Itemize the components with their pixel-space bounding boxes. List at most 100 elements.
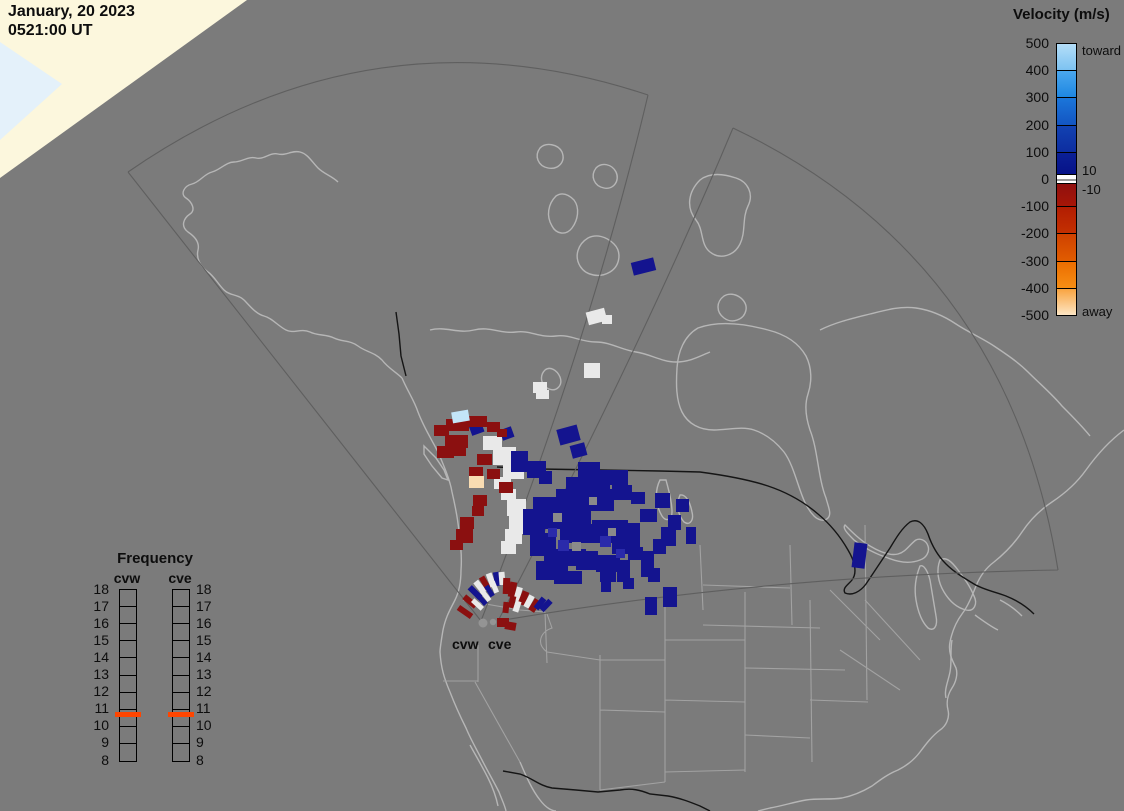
near-range-cell-r (507, 581, 518, 598)
near-range-cell-n (475, 592, 488, 607)
velocity-colorbar-segment (1056, 43, 1077, 72)
velocity-cell-g (553, 513, 562, 522)
frequency-scale-column-cvw (119, 589, 137, 762)
coastline-arctic-mainland (429, 328, 711, 363)
radar-near-range-streaks (456, 571, 553, 631)
projection-corner-cream (0, 0, 247, 178)
projection-corner-paleblue (0, 42, 62, 140)
frequency-scale-tick (173, 606, 189, 608)
velocity-colorbar-segment (1056, 97, 1077, 126)
velocity-cell-w (505, 529, 522, 544)
frequency-scale-tick (173, 623, 189, 625)
velocity-cell-n (556, 424, 581, 446)
arctic-island-baffin (689, 173, 752, 257)
velocity-zero-band (1056, 174, 1077, 184)
near-range-cell-n (533, 596, 547, 611)
frequency-tick-label-right: 13 (196, 666, 212, 682)
velocity-cell-n (668, 515, 681, 530)
frequency-tick-label-left: 16 (93, 614, 109, 631)
lake-erie-ontario (974, 599, 1023, 631)
velocity-colorbar-segment (1056, 287, 1077, 316)
state-borders (443, 524, 921, 791)
frequency-scale-tick (173, 640, 189, 642)
near-range-cell-w (512, 600, 522, 613)
velocity-cell-n (539, 471, 552, 484)
country-borders (395, 311, 1035, 811)
frequency-scale-tick (173, 708, 189, 710)
frequency-scale-tick (120, 657, 136, 659)
velocity-cell-w (536, 390, 549, 399)
arctic-island-small-2 (592, 163, 618, 189)
velocity-cell-n (676, 499, 689, 512)
velocity-cell-p (469, 476, 484, 488)
near-range-cell-w (479, 588, 492, 603)
velocity-cell-n (623, 578, 634, 589)
velocity-cell-w (493, 447, 516, 465)
radar-site-labels: cvw cve (452, 636, 512, 652)
toward-label: toward (1082, 43, 1122, 58)
timestamp: January, 20 2023 0521:00 UT (8, 2, 135, 40)
velocity-cell-r (499, 482, 513, 493)
frequency-tick-label-left: 17 (93, 597, 109, 614)
chesapeake-bay (944, 639, 953, 699)
velocity-tick-label: -400 (1020, 279, 1049, 296)
velocity-colorbar-segment (1056, 70, 1077, 99)
frequency-tick-label-right: 14 (196, 648, 212, 665)
velocity-cell-n (523, 509, 545, 535)
frequency-tick-label-right: 17 (196, 597, 212, 614)
velocity-cell-n (622, 523, 640, 538)
frequency-scale-tick (120, 725, 136, 727)
frequency-tick-label-right: 12 (196, 683, 212, 700)
velocity-cell-n (554, 571, 582, 584)
velocity-cell-r (460, 517, 474, 529)
velocity-cell-r (453, 447, 466, 456)
velocity-cell-r (445, 435, 468, 448)
velocity-tick-label: 400 (1025, 62, 1049, 79)
frequency-scale-tick (120, 606, 136, 608)
near-range-cell-r (507, 595, 517, 609)
coastline-hudson-bay (675, 322, 831, 521)
velocity-cell-n (661, 527, 676, 546)
velocity-cell-r (497, 429, 507, 437)
velocity-tick-label: 100 (1025, 143, 1049, 160)
velocity-cell-n (648, 568, 660, 582)
frequency-tick-label-left: 9 (101, 734, 109, 751)
frequency-column-label-cvw: cvw (113, 570, 141, 586)
velocity-zero-line (1057, 179, 1076, 181)
velocity-cell-n (640, 509, 657, 522)
frequency-legend-title: Frequency (117, 550, 193, 567)
velocity-colorbar-segment (1056, 260, 1077, 289)
border-us-mexico (502, 770, 711, 811)
frequency-marker-cvw (115, 711, 141, 717)
frequency-tick-label-right: 11 (196, 700, 211, 717)
velocity-cell-n (601, 582, 611, 592)
frequency-tick-label-right: 10 (196, 717, 212, 734)
frequency-tick-label-left: 12 (93, 683, 109, 700)
frequency-scale-tick (120, 674, 136, 676)
frequency-scale-tick (173, 657, 189, 659)
lake-michigan (914, 565, 938, 630)
radar-label-cvw: cvw (452, 636, 479, 652)
fov-cve (497, 127, 1059, 622)
velocity-cell-r (466, 416, 487, 427)
frequency-tick-label-left: 14 (93, 648, 109, 665)
velocity-cell-g (572, 542, 581, 551)
velocity-cell-r (487, 469, 500, 479)
velocity-cell-n (617, 560, 630, 582)
away-label: away (1082, 304, 1113, 319)
near-range-cell-r (497, 618, 509, 627)
velocity-cell-b (600, 536, 611, 547)
lake-huron (937, 558, 977, 611)
velocity-cell-w (533, 382, 547, 393)
velocity-cell-g (608, 528, 616, 536)
velocity-cell-n (630, 257, 657, 276)
velocity-cell-n (576, 551, 598, 570)
velocity-cell-n (686, 527, 696, 544)
velocity-colorbar-segment (1056, 233, 1077, 262)
frequency-scale-tick (173, 725, 189, 727)
velocity-cell-w (585, 307, 608, 326)
velocity-cell-r (477, 454, 492, 465)
velocity-cell-r (473, 495, 487, 506)
velocity-cell-w (483, 436, 502, 450)
